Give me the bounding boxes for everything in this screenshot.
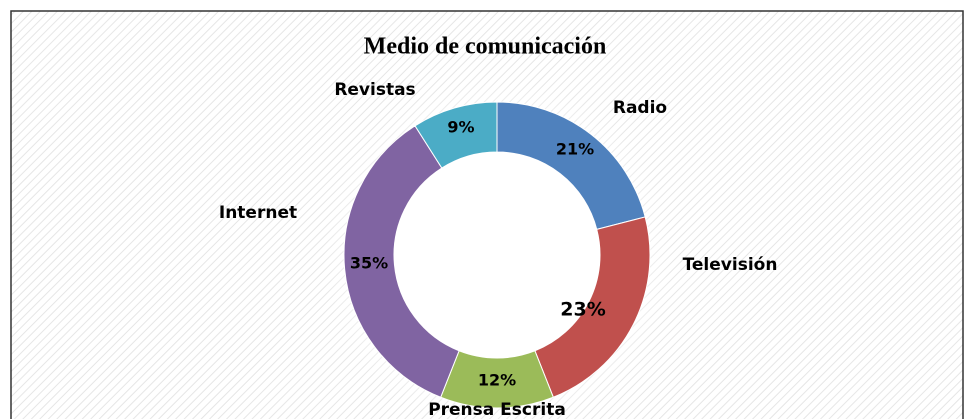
category-label: Revistas bbox=[334, 80, 415, 100]
value-label: 23% bbox=[560, 299, 605, 321]
donut-segment bbox=[414, 101, 498, 169]
chart-title: Medio de comunicación bbox=[364, 34, 607, 60]
category-label: Televisión bbox=[683, 255, 778, 275]
category-label: Prensa Escrita bbox=[428, 400, 566, 419]
value-label: 35% bbox=[350, 254, 388, 273]
category-label: Radio bbox=[613, 98, 667, 118]
donut-segment bbox=[343, 125, 460, 398]
value-label: 21% bbox=[556, 140, 594, 159]
value-label: 9% bbox=[447, 118, 474, 137]
category-label: Internet bbox=[219, 203, 297, 223]
value-label: 12% bbox=[478, 371, 516, 390]
